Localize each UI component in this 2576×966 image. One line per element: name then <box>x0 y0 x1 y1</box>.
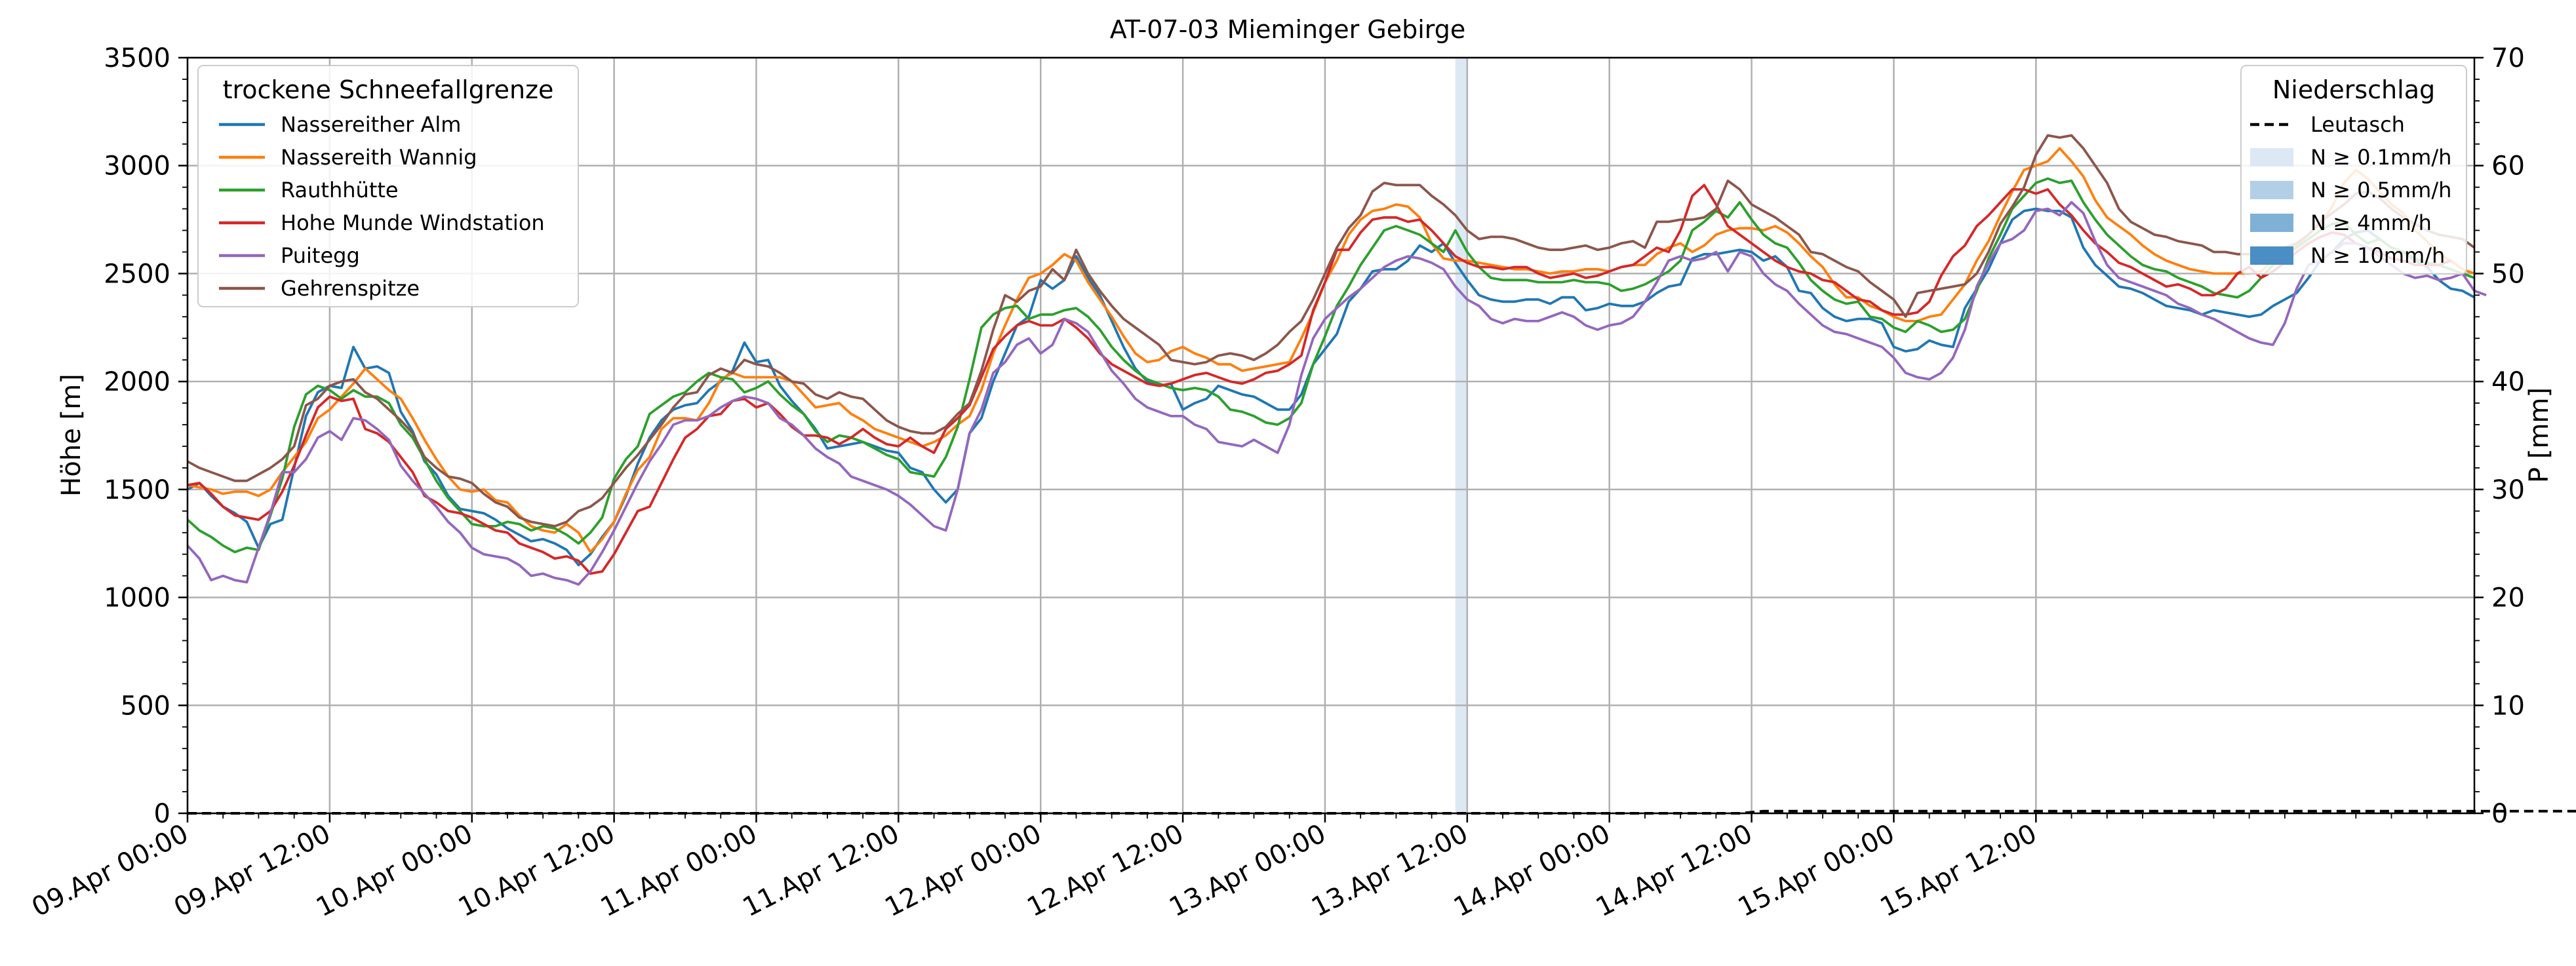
y-right-tick-label: 20 <box>2491 583 2525 613</box>
legend-snowline-box <box>197 65 579 307</box>
legend-swatch <box>2250 148 2293 166</box>
legend-label: N ≥ 10mm/h <box>2310 243 2445 268</box>
y-right-tick-label: 50 <box>2491 259 2525 289</box>
legend-snowline: trockene Schneefallgrenze Nassereither A… <box>197 65 579 307</box>
chart-title: AT-07-03 Mieminger Gebirge <box>1110 15 1466 44</box>
legend-label: N ≥ 4mm/h <box>2310 210 2432 235</box>
legend-label: Leutasch <box>2310 112 2405 137</box>
y-tick-label: 1500 <box>104 475 170 505</box>
legend-label: Nassereith Wannig <box>281 145 477 170</box>
series-line-4 <box>187 184 2451 575</box>
series-layer <box>186 134 2487 586</box>
y-right-tick-label: 0 <box>2491 799 2508 829</box>
legend-snowline-title: trockene Schneefallgrenze <box>223 75 554 104</box>
y-right-tick-label: 40 <box>2491 367 2525 397</box>
y-tick-label: 1000 <box>104 583 170 613</box>
series-line-2 <box>187 147 2475 554</box>
legend-label: Gehrenspitze <box>281 276 420 301</box>
legend-label: N ≥ 0.5mm/h <box>2310 178 2451 203</box>
legend-swatch <box>2250 246 2293 265</box>
y-tick-label: 3500 <box>104 43 170 73</box>
plot-frame <box>186 56 2476 815</box>
legend-precip-items: Leutasch N ≥ 0.1mm/h N ≥ 0.5mm/h N ≥ 4mm/h N… <box>2250 112 2451 268</box>
y-right-tick-label: 70 <box>2491 43 2525 73</box>
y-tick-label: 500 <box>121 691 170 721</box>
legend-label: Hohe Munde Windstation <box>281 210 545 235</box>
legend-label: Rauthhütte <box>281 178 399 203</box>
series-line-3 <box>186 177 2475 554</box>
precip-band-layer <box>1455 58 1467 813</box>
legend-label: Puitegg <box>281 243 360 268</box>
y-tick-label: 0 <box>154 799 170 829</box>
y-axis-label: Höhe [m] <box>56 374 87 496</box>
y-right-tick-label: 30 <box>2491 475 2525 505</box>
precip-band <box>1455 58 1467 813</box>
y-axis-label-right: P [mm] <box>2524 387 2554 483</box>
legend-precip-title: Niederschlag <box>2272 75 2435 104</box>
legend-label: Nassereither Alm <box>281 112 461 137</box>
legend-snowline-items: Nassereither Alm Nassereith Wannig Rauthhü… <box>219 112 545 301</box>
y-tick-label: 2000 <box>104 367 170 397</box>
series-line-6 <box>187 134 2476 528</box>
series-line-1 <box>187 207 2475 567</box>
y-right-tick-label: 60 <box>2491 151 2525 182</box>
y-tick-label: 3000 <box>104 151 170 182</box>
legend-precip-box <box>2240 65 2467 275</box>
legend-precip: Niederschlag Leutasch N ≥ 0.1mm/h N ≥ 0.5m… <box>2240 65 2467 275</box>
series-line-5 <box>186 201 2487 586</box>
legend-label: N ≥ 0.1mm/h <box>2310 145 2451 170</box>
legend-swatch <box>2250 214 2293 232</box>
y-tick-label: 2500 <box>104 259 170 289</box>
legend-swatch <box>2250 181 2293 199</box>
y-right-tick-label: 10 <box>2491 691 2525 721</box>
